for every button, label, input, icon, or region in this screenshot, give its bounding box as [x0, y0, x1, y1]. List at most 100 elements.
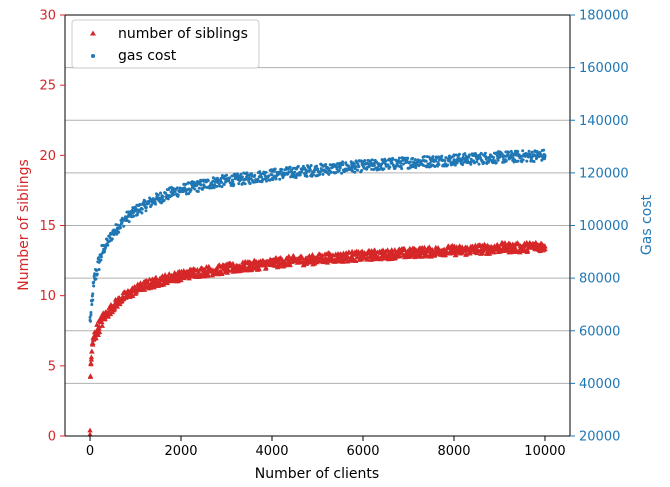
y-right-tick-label: 40000 [579, 377, 620, 392]
gas-cost-point [248, 181, 252, 185]
siblings-point [87, 431, 93, 437]
gas-cost-point [140, 211, 144, 215]
siblings-point [96, 323, 102, 329]
gas-cost-point [542, 148, 546, 152]
gas-cost-point [477, 162, 481, 166]
siblings-point [474, 246, 480, 252]
gas-cost-point [382, 167, 386, 171]
gas-cost-point [418, 160, 422, 164]
gas-cost-point [316, 168, 319, 172]
gas-cost-point [134, 209, 138, 213]
gas-cost-point [340, 171, 344, 175]
gas-cost-point [331, 165, 335, 169]
gas-cost-point [106, 243, 110, 247]
siblings-point [87, 374, 94, 379]
siblings-point [517, 249, 523, 255]
gas-cost-point [230, 174, 234, 178]
siblings-point [133, 289, 140, 295]
gas-cost-point [496, 158, 500, 162]
siblings-point [98, 319, 105, 325]
x-tick-label: 8000 [437, 444, 470, 459]
gas-cost-point [497, 155, 501, 159]
gas-cost-point [190, 185, 194, 189]
siblings-point [201, 268, 207, 274]
gas-cost-point [152, 199, 156, 202]
gas-cost-point [422, 155, 426, 159]
gas-cost-point [129, 213, 133, 217]
gas-cost-point [117, 230, 121, 234]
gas-cost-point [218, 184, 222, 188]
gas-cost-point [532, 154, 536, 158]
gas-cost-point [288, 165, 292, 169]
gas-cost-point [338, 166, 342, 170]
siblings-point [394, 250, 400, 256]
gas-cost-point [504, 159, 508, 163]
gas-cost-point [206, 179, 210, 183]
gas-cost-point [482, 161, 486, 165]
gas-cost-point [401, 162, 405, 166]
legend-marker-dot [91, 54, 95, 58]
gas-cost-point [494, 161, 498, 165]
gas-cost-point [397, 156, 401, 160]
gas-cost-point [267, 174, 271, 178]
gas-cost-point [148, 196, 152, 200]
gas-cost-point [172, 193, 176, 197]
gas-cost-point [228, 176, 232, 180]
gas-cost-point [212, 186, 216, 190]
siblings-point [337, 254, 343, 260]
y-left-tick-label: 10 [39, 289, 56, 304]
siblings-point [88, 361, 94, 367]
gas-cost-point [329, 170, 333, 174]
y-left-tick-label: 0 [48, 430, 56, 445]
gas-cost-point [92, 284, 96, 288]
siblings-point [426, 244, 433, 250]
gas-cost-point [337, 168, 341, 172]
gas-cost-point [280, 167, 284, 171]
gas-cost-point [309, 163, 313, 167]
gas-cost-point [91, 292, 95, 296]
ticks-layer: 0 2000 4000 6000 8000 10000051015202530200004… [39, 9, 628, 460]
gas-cost-point [127, 220, 131, 224]
siblings-point [263, 264, 269, 270]
gas-cost-point [220, 180, 223, 184]
gas-cost-point [197, 186, 201, 190]
gas-cost-point [433, 165, 437, 169]
siblings-point [257, 261, 264, 267]
gas-cost-point [90, 302, 94, 306]
gas-cost-point [360, 168, 364, 172]
gas-cost-point [375, 168, 379, 172]
y-left-tick-label: 20 [39, 149, 56, 164]
gas-cost-point [350, 165, 354, 169]
gas-cost-point [372, 163, 376, 167]
gas-cost-point [176, 193, 180, 197]
gas-cost-point [202, 183, 206, 187]
x-tick-label: 10000 [524, 444, 565, 459]
gas-cost-point [250, 172, 254, 176]
siblings-point [314, 256, 321, 261]
siblings-point [219, 271, 225, 276]
siblings-point [88, 354, 95, 360]
gas-cost-point [424, 159, 428, 163]
gas-cost-point [324, 162, 328, 166]
gas-cost-point [443, 159, 447, 163]
gas-cost-point [516, 149, 520, 153]
gas-cost-point [321, 172, 325, 176]
gas-cost-point [247, 176, 251, 180]
gas-cost-point [95, 272, 99, 276]
gas-cost-point [391, 157, 395, 161]
siblings-point [132, 287, 139, 292]
gas-cost-point [186, 181, 190, 185]
gas-cost-point [232, 183, 236, 187]
siblings-point [160, 277, 166, 283]
gas-cost-point [278, 171, 282, 175]
siblings-point [269, 260, 275, 266]
gas-cost-point [305, 174, 309, 178]
siblings-point [542, 243, 548, 249]
gas-cost-point [427, 155, 431, 159]
gas-cost-point [532, 159, 536, 163]
siblings-point [371, 251, 378, 257]
gas-cost-point [170, 191, 174, 195]
legend-label-siblings: number of siblings [118, 26, 248, 42]
siblings-point [326, 254, 332, 260]
